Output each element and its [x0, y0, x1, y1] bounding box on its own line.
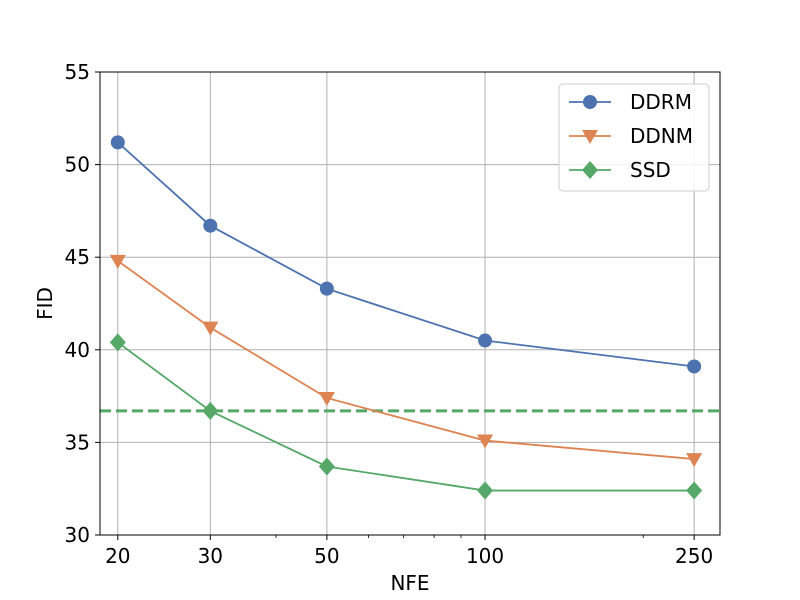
y-tick-label: 55 — [65, 60, 90, 84]
y-tick-label: 45 — [65, 245, 90, 269]
legend-item-ddnm: DDNM — [569, 124, 693, 148]
x-tick-label: 250 — [675, 544, 713, 568]
data-point-ddnm — [686, 453, 703, 468]
data-point-ddrm — [319, 281, 334, 296]
y-tick-label: 40 — [65, 338, 90, 362]
data-point-ddnm — [109, 254, 126, 269]
plot-frame — [99, 71, 721, 536]
x-tick-label: 20 — [105, 544, 130, 568]
data-point-ssd — [477, 481, 494, 500]
data-point-ddnm — [318, 391, 335, 406]
data-point-ddrm — [203, 218, 218, 233]
y-tick-label: 35 — [65, 430, 90, 454]
data-point-ddrm — [478, 333, 493, 348]
data-point-ssd — [109, 333, 126, 352]
legend: DDRM DDNM SSD — [558, 83, 710, 192]
series-group — [109, 135, 703, 500]
series-ddrm — [110, 135, 702, 374]
legend-label-ddnm: DDNM — [630, 124, 693, 148]
data-point-ssd — [686, 481, 703, 500]
data-point-ddnm — [477, 434, 494, 449]
data-point-ssd — [202, 401, 219, 420]
y-tick-label: 30 — [65, 523, 90, 547]
x-tick-label: 30 — [198, 544, 223, 568]
data-point-ddrm — [110, 135, 125, 150]
x-tick-label: 50 — [314, 544, 339, 568]
legend-item-ssd: SSD — [569, 158, 671, 182]
data-point-ddrm — [687, 359, 702, 374]
ticks: 20 30 50 100 250 30 35 40 45 50 55 — [65, 60, 714, 568]
series-ssd — [109, 333, 703, 500]
legend-item-ddrm: DDRM — [569, 90, 692, 114]
data-point-ddnm — [202, 321, 219, 336]
x-tick-label: 100 — [466, 544, 504, 568]
y-axis-label: FID — [33, 287, 57, 320]
series-line-ddnm — [117, 260, 695, 460]
y-tick-label: 50 — [65, 153, 90, 177]
legend-marker-ssd — [582, 161, 598, 179]
legend-label-ddrm: DDRM — [630, 90, 692, 114]
data-point-ssd — [318, 457, 335, 476]
legend-marker-ddnm — [582, 130, 598, 144]
series-line-ssd — [117, 341, 695, 492]
series-ddnm — [109, 254, 703, 468]
legend-box — [558, 83, 710, 192]
x-axis-label: NFE — [390, 571, 429, 595]
legend-label-ssd: SSD — [630, 158, 671, 182]
legend-marker-ddrm — [583, 95, 597, 109]
